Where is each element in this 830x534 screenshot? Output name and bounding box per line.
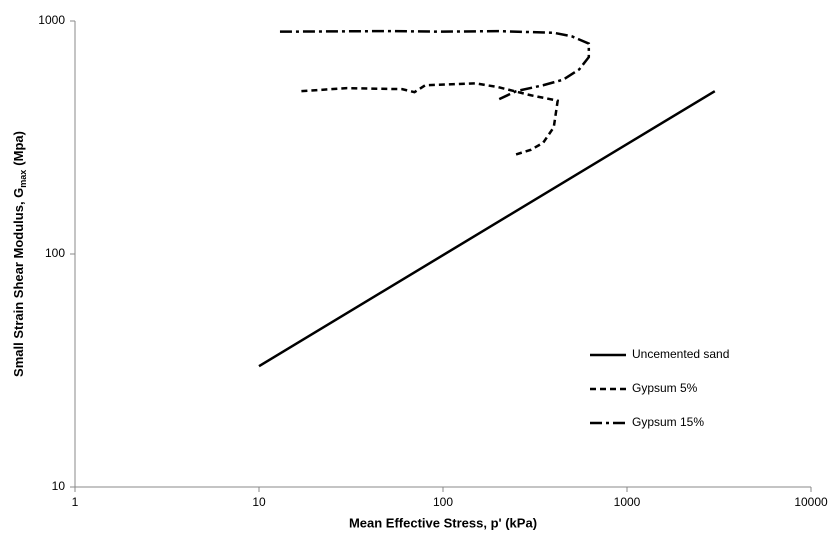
y-axis-title-unit: (Mpa) <box>11 131 26 166</box>
y-axis-title-subscript: max <box>18 170 28 188</box>
series-line <box>279 29 591 101</box>
legend-label: Uncemented sand <box>632 347 729 361</box>
y-tick-label: 100 <box>45 246 65 260</box>
y-axis-title: Small Strain Shear Modulus, Gmax (Mpa) <box>11 131 28 377</box>
x-tick-label: 10000 <box>794 495 828 509</box>
x-tick-label: 1000 <box>614 495 641 509</box>
y-tick-label: 1000 <box>38 13 65 27</box>
series-line <box>301 82 560 157</box>
x-tick-label: 1 <box>72 495 79 509</box>
legend-label: Gypsum 5% <box>632 381 698 395</box>
x-axis-title: Mean Effective Stress, p' (kPa) <box>349 515 537 530</box>
y-axis-title-text: Small Strain Shear Modulus, G <box>11 188 26 377</box>
y-tick-label: 10 <box>52 479 66 493</box>
x-tick-label: 10 <box>252 495 266 509</box>
x-tick-label: 100 <box>433 495 453 509</box>
legend-label: Gypsum 15% <box>632 415 704 429</box>
series-line <box>258 90 716 368</box>
